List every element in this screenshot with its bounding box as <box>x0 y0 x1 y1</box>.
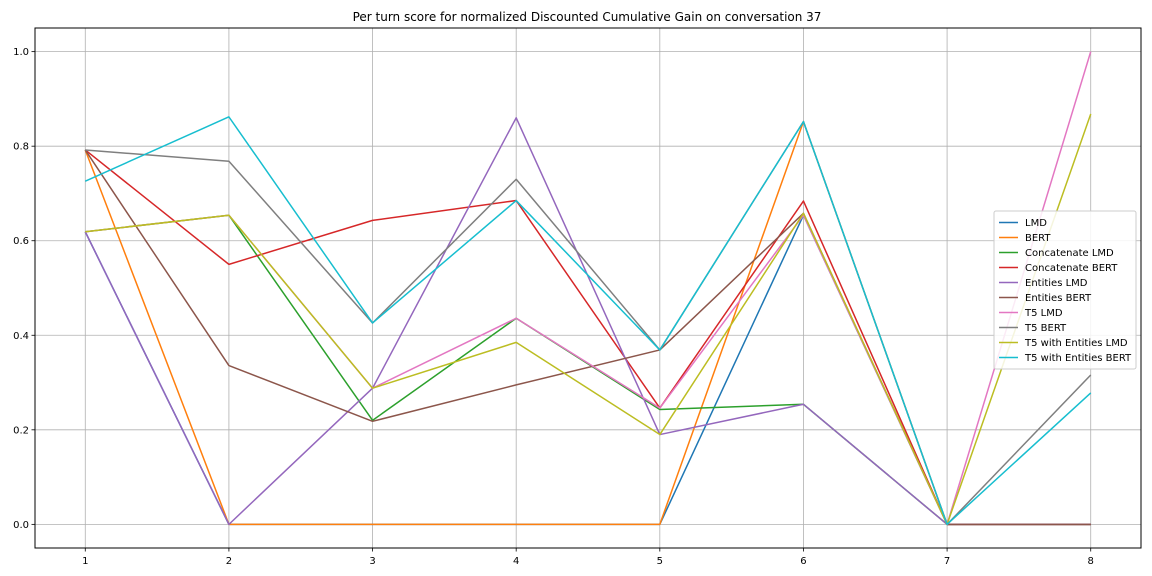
y-tick-label: 0.0 <box>13 520 29 531</box>
x-tick-label: 4 <box>513 556 519 567</box>
series-lines <box>84 51 1092 526</box>
y-tick-label: 0.8 <box>13 142 29 153</box>
x-tick-label: 3 <box>369 556 375 567</box>
x-tick-label: 5 <box>657 556 663 567</box>
series-line <box>85 51 1092 526</box>
series-line <box>84 116 1092 526</box>
y-tick-label: 0.6 <box>13 236 29 247</box>
axis-ticks: 1 2 3 4 5 6 7 8 0.0 0.2 0.4 0.6 0.8 1.0 <box>13 47 1094 567</box>
x-tick-label: 2 <box>226 556 232 567</box>
legend-box <box>993 210 1137 370</box>
legend-label: Concatenate LMD <box>1025 248 1114 259</box>
y-tick-label: 1.0 <box>13 47 29 58</box>
legend-label: BERT <box>1025 233 1051 244</box>
series-line <box>84 117 1091 526</box>
legend-label: T5 with Entities LMD <box>1024 338 1128 349</box>
legend-label: Entities BERT <box>1025 293 1092 304</box>
legend-label: T5 with Entities BERT <box>1024 353 1132 364</box>
plot-frame <box>34 27 1142 549</box>
y-tick-label: 0.2 <box>13 425 29 436</box>
series-line <box>84 149 1091 526</box>
series-line <box>85 113 1092 526</box>
x-tick-label: 1 <box>82 556 88 567</box>
y-tick-label: 0.4 <box>13 331 29 342</box>
legend-label: Concatenate BERT <box>1025 263 1118 274</box>
legend-label: T5 BERT <box>1024 323 1067 334</box>
series-line <box>84 120 1091 526</box>
x-tick-label: 6 <box>800 556 806 567</box>
series-line <box>85 120 1092 526</box>
legend: LMD BERT Concatenate LMD Concatenate BERT En… <box>993 210 1137 370</box>
legend-label: Entities LMD <box>1025 278 1088 289</box>
grid-lines <box>35 28 1141 548</box>
chart-title: Per turn score for normalized Discounted… <box>353 10 822 24</box>
legend-label: T5 LMD <box>1024 308 1063 319</box>
series-line <box>84 149 1091 526</box>
x-tick-label: 7 <box>944 556 950 567</box>
x-tick-label: 8 <box>1088 556 1094 567</box>
legend-label: LMD <box>1025 218 1047 229</box>
